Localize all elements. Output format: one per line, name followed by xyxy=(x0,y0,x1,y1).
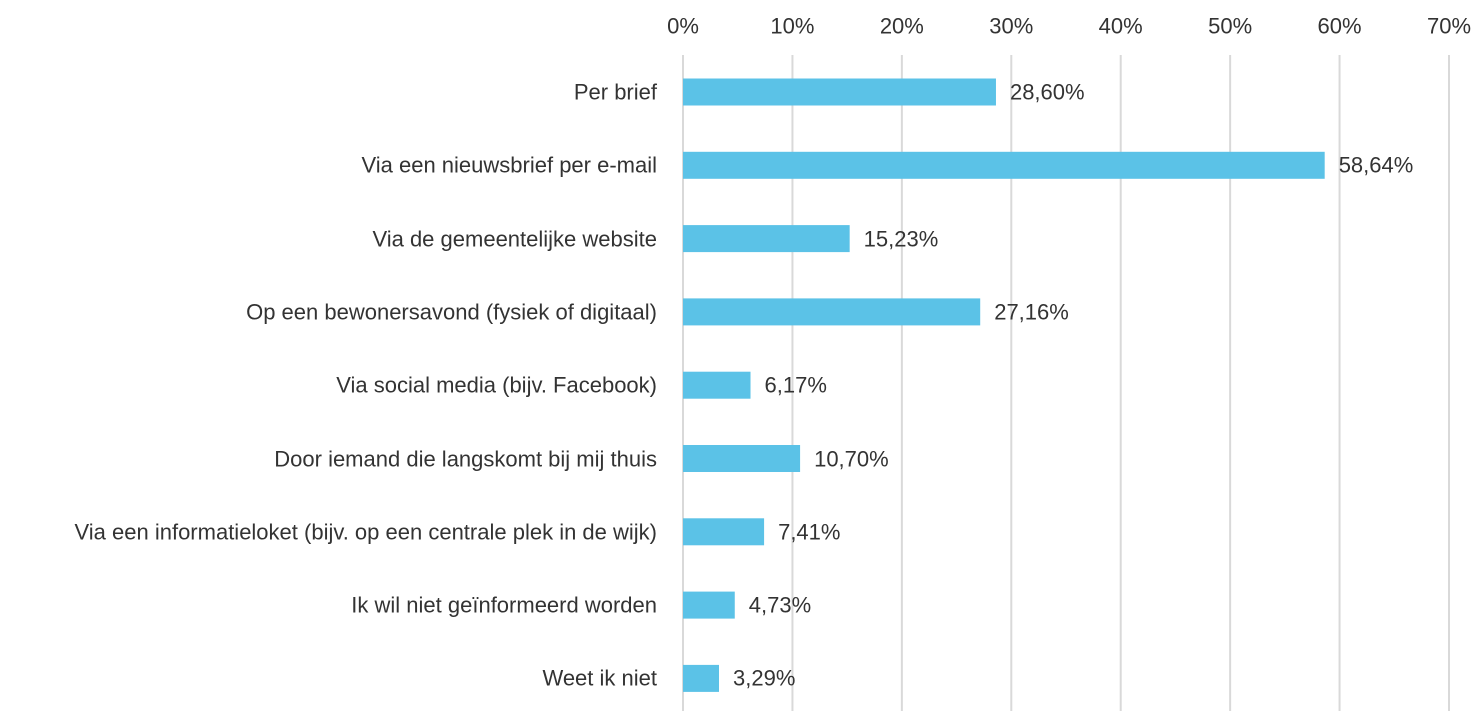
bar xyxy=(683,371,751,399)
x-tick-label: 30% xyxy=(989,13,1034,39)
value-label: 7,41% xyxy=(778,519,841,545)
category-label: Ik wil niet geïnformeerd worden xyxy=(351,592,657,618)
category-label: Weet ik niet xyxy=(542,665,657,691)
x-tick-label: 40% xyxy=(1098,13,1143,39)
bar xyxy=(683,151,1325,179)
category-label: Per brief xyxy=(573,79,657,105)
x-tick-label: 70% xyxy=(1426,13,1472,39)
x-tick-label: 60% xyxy=(1317,13,1362,39)
category-label: Via social media (bijv. Facebook) xyxy=(336,372,657,398)
category-label: Via de gemeentelijke website xyxy=(372,226,657,252)
value-label: 6,17% xyxy=(764,372,827,398)
x-tick-label: 50% xyxy=(1208,13,1253,39)
value-label: 58,64% xyxy=(1338,152,1414,178)
bar xyxy=(683,518,765,546)
bar xyxy=(683,225,850,253)
value-label: 28,60% xyxy=(1009,79,1085,105)
bar xyxy=(683,78,996,106)
value-label: 4,73% xyxy=(748,592,812,618)
value-label: 15,23% xyxy=(863,226,939,252)
x-tick-label: 10% xyxy=(770,13,815,39)
category-label: Op een bewonersavond (fysiek of digitaal… xyxy=(246,299,657,325)
bar xyxy=(683,664,720,692)
category-label: Door iemand die langskomt bij mij thuis xyxy=(274,446,657,471)
bar xyxy=(683,591,735,619)
category-label: Via een informatieloket (bijv. op een ce… xyxy=(74,519,658,545)
value-label: 27,16% xyxy=(994,299,1069,325)
category-label: Via een nieuwsbrief per e-mail xyxy=(361,152,657,178)
value-label: 10,70% xyxy=(814,446,889,471)
bar xyxy=(683,445,801,472)
bar xyxy=(683,298,981,326)
x-tick-label: 0% xyxy=(667,13,699,39)
value-label: 3,29% xyxy=(733,665,796,691)
x-tick-label: 20% xyxy=(879,13,924,39)
